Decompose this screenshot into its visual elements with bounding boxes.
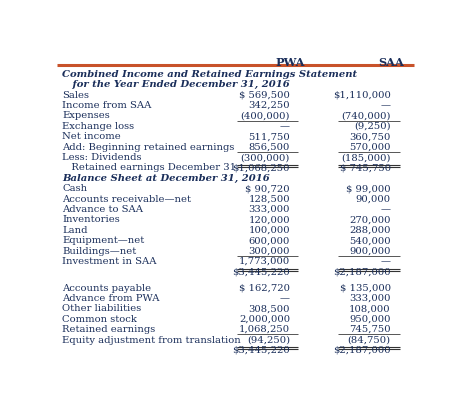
Text: $ 90,720: $ 90,720 — [245, 184, 289, 193]
Text: Accounts receivable—net: Accounts receivable—net — [62, 195, 191, 204]
Text: Other liabilities: Other liabilities — [62, 304, 141, 313]
Text: Equity adjustment from translation: Equity adjustment from translation — [62, 336, 241, 345]
Text: (84,750): (84,750) — [347, 336, 390, 345]
Text: 333,000: 333,000 — [348, 294, 390, 303]
Text: 900,000: 900,000 — [348, 247, 390, 256]
Text: $ 745,750: $ 745,750 — [339, 164, 390, 172]
Text: 128,500: 128,500 — [248, 195, 289, 204]
Text: 308,500: 308,500 — [248, 304, 289, 313]
Text: 100,000: 100,000 — [248, 226, 289, 235]
Text: 1,773,000: 1,773,000 — [238, 257, 289, 266]
Text: Expenses: Expenses — [62, 112, 110, 120]
Text: $1,068,250: $1,068,250 — [232, 164, 289, 172]
Text: 2,000,000: 2,000,000 — [238, 315, 289, 324]
Text: 856,500: 856,500 — [248, 143, 289, 152]
Text: Exchange loss: Exchange loss — [62, 122, 134, 131]
Text: Common stock: Common stock — [62, 315, 137, 324]
Text: 600,000: 600,000 — [248, 236, 289, 245]
Text: —: — — [380, 101, 390, 110]
Text: 950,000: 950,000 — [348, 315, 390, 324]
Text: Balance Sheet at December 31, 2016: Balance Sheet at December 31, 2016 — [62, 174, 269, 183]
Text: Retained earnings: Retained earnings — [62, 325, 155, 334]
Text: (94,250): (94,250) — [246, 336, 289, 345]
Text: $2,187,000: $2,187,000 — [332, 346, 390, 355]
Text: $3,445,220: $3,445,220 — [232, 346, 289, 355]
Text: —: — — [380, 205, 390, 214]
Text: Land: Land — [62, 226, 88, 235]
Text: Sales: Sales — [62, 91, 89, 100]
Text: Cash: Cash — [62, 184, 87, 193]
Text: —: — — [380, 257, 390, 266]
Text: 342,250: 342,250 — [248, 101, 289, 110]
Text: 540,000: 540,000 — [348, 236, 390, 245]
Text: Investment in SAA: Investment in SAA — [62, 257, 157, 266]
Text: Advance from PWA: Advance from PWA — [62, 294, 159, 303]
Text: $ 569,500: $ 569,500 — [239, 91, 289, 100]
Text: 745,750: 745,750 — [348, 325, 390, 334]
Text: 360,750: 360,750 — [349, 132, 390, 141]
Text: $2,187,000: $2,187,000 — [332, 268, 390, 276]
Text: 300,000: 300,000 — [248, 247, 289, 256]
Text: 120,000: 120,000 — [248, 216, 289, 224]
Text: $1,110,000: $1,110,000 — [332, 91, 390, 100]
Text: $3,445,220: $3,445,220 — [232, 268, 289, 276]
Text: 108,000: 108,000 — [348, 304, 390, 313]
Text: Income from SAA: Income from SAA — [62, 101, 151, 110]
Text: Net income: Net income — [62, 132, 121, 141]
Text: (9,250): (9,250) — [353, 122, 390, 131]
Text: —: — — [280, 294, 289, 303]
Text: Equipment—net: Equipment—net — [62, 236, 144, 245]
Text: Buildings—net: Buildings—net — [62, 247, 136, 256]
Text: —: — — [280, 122, 289, 131]
Text: 90,000: 90,000 — [355, 195, 390, 204]
Text: Inventories: Inventories — [62, 216, 120, 224]
Text: 288,000: 288,000 — [348, 226, 390, 235]
Text: (185,000): (185,000) — [341, 153, 390, 162]
Text: PWA: PWA — [274, 57, 304, 68]
Text: Add: Beginning retained earnings: Add: Beginning retained earnings — [62, 143, 234, 152]
Text: Retained earnings December 31: Retained earnings December 31 — [62, 164, 236, 172]
Text: $ 99,000: $ 99,000 — [345, 184, 390, 193]
Text: (300,000): (300,000) — [240, 153, 289, 162]
Text: 270,000: 270,000 — [348, 216, 390, 224]
Text: 570,000: 570,000 — [348, 143, 390, 152]
Text: $ 135,000: $ 135,000 — [339, 284, 390, 293]
Text: $ 162,720: $ 162,720 — [239, 284, 289, 293]
Text: for the Year Ended December 31, 2016: for the Year Ended December 31, 2016 — [62, 80, 289, 89]
Text: 1,068,250: 1,068,250 — [238, 325, 289, 334]
Text: SAA: SAA — [377, 57, 403, 68]
Text: Accounts payable: Accounts payable — [62, 284, 151, 293]
Text: 511,750: 511,750 — [248, 132, 289, 141]
Text: Less: Dividends: Less: Dividends — [62, 153, 141, 162]
Text: Advance to SAA: Advance to SAA — [62, 205, 143, 214]
Text: (740,000): (740,000) — [341, 112, 390, 120]
Text: 333,000: 333,000 — [248, 205, 289, 214]
Text: (400,000): (400,000) — [240, 112, 289, 120]
Text: Combined Income and Retained Earnings Statement: Combined Income and Retained Earnings St… — [62, 70, 357, 79]
